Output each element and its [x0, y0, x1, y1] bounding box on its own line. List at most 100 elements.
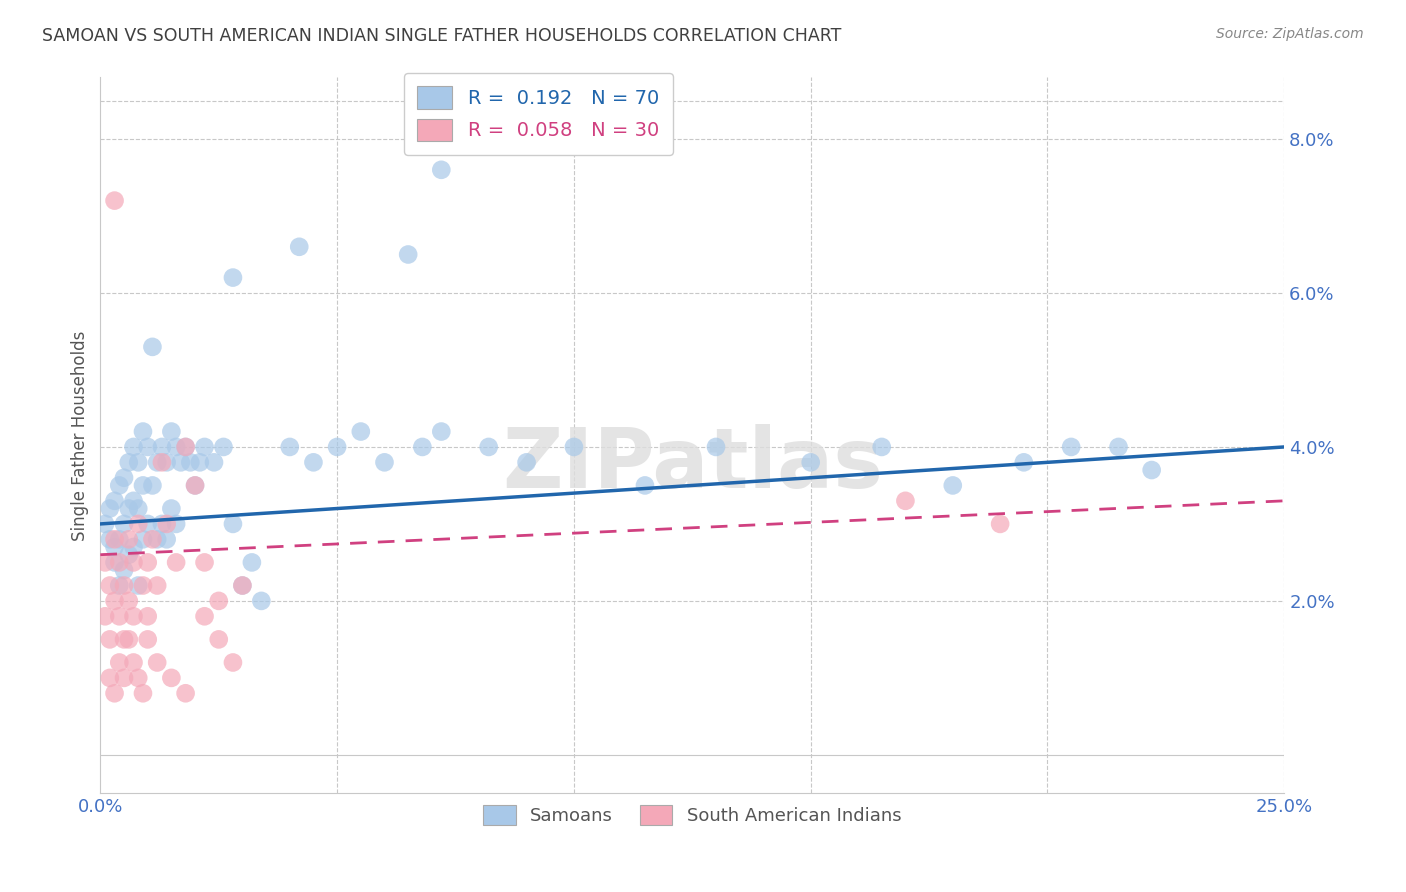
Point: [103, 533, 125, 547]
Point: [326, 440, 349, 454]
Point: [118, 548, 141, 562]
Point: [278, 440, 301, 454]
Text: SAMOAN VS SOUTH AMERICAN INDIAN SINGLE FATHER HOUSEHOLDS CORRELATION CHART: SAMOAN VS SOUTH AMERICAN INDIAN SINGLE F…: [42, 27, 842, 45]
Point: [1108, 440, 1130, 454]
Point: [118, 533, 141, 547]
Point: [94, 609, 117, 624]
Point: [165, 516, 187, 531]
Point: [240, 556, 263, 570]
Point: [98, 632, 121, 647]
Point: [411, 440, 433, 454]
Point: [160, 425, 183, 439]
Point: [103, 556, 125, 570]
Point: [122, 493, 145, 508]
Point: [222, 270, 245, 285]
Point: [132, 425, 155, 439]
Point: [98, 533, 121, 547]
Point: [396, 247, 419, 261]
Point: [112, 471, 135, 485]
Point: [193, 440, 215, 454]
Point: [174, 686, 197, 700]
Point: [112, 563, 135, 577]
Point: [302, 455, 325, 469]
Point: [103, 686, 125, 700]
Point: [800, 455, 823, 469]
Point: [156, 516, 179, 531]
Point: [208, 594, 231, 608]
Point: [132, 686, 155, 700]
Point: [136, 440, 159, 454]
Point: [165, 440, 187, 454]
Point: [141, 478, 163, 492]
Point: [127, 516, 149, 531]
Point: [98, 501, 121, 516]
Point: [98, 671, 121, 685]
Point: [122, 556, 145, 570]
Point: [136, 609, 159, 624]
Point: [1060, 440, 1083, 454]
Point: [132, 533, 155, 547]
Point: [136, 632, 159, 647]
Point: [942, 478, 965, 492]
Point: [94, 556, 117, 570]
Point: [122, 609, 145, 624]
Point: [156, 455, 179, 469]
Point: [132, 578, 155, 592]
Point: [108, 656, 131, 670]
Point: [516, 455, 538, 469]
Point: [634, 478, 657, 492]
Point: [118, 594, 141, 608]
Point: [103, 594, 125, 608]
Text: Source: ZipAtlas.com: Source: ZipAtlas.com: [1216, 27, 1364, 41]
Point: [108, 556, 131, 570]
Point: [156, 533, 179, 547]
Point: [184, 478, 207, 492]
Point: [150, 455, 173, 469]
Point: [132, 478, 155, 492]
Point: [222, 516, 245, 531]
Point: [231, 578, 253, 592]
Point: [118, 632, 141, 647]
Point: [160, 501, 183, 516]
Point: [1012, 455, 1035, 469]
Point: [160, 671, 183, 685]
Point: [288, 240, 311, 254]
Point: [118, 455, 141, 469]
Text: ZIPatlas: ZIPatlas: [502, 424, 883, 505]
Point: [212, 440, 235, 454]
Point: [103, 493, 125, 508]
Point: [165, 556, 187, 570]
Point: [103, 194, 125, 208]
Point: [222, 656, 245, 670]
Point: [127, 578, 149, 592]
Point: [136, 516, 159, 531]
Point: [704, 440, 727, 454]
Point: [1140, 463, 1163, 477]
Point: [430, 162, 453, 177]
Point: [179, 455, 201, 469]
Point: [122, 540, 145, 554]
Point: [108, 478, 131, 492]
Point: [103, 540, 125, 554]
Point: [174, 440, 197, 454]
Point: [127, 455, 149, 469]
Point: [127, 501, 149, 516]
Point: [988, 516, 1011, 531]
Point: [122, 440, 145, 454]
Point: [562, 440, 585, 454]
Point: [193, 556, 215, 570]
Point: [108, 609, 131, 624]
Point: [108, 578, 131, 592]
Point: [150, 516, 173, 531]
Point: [112, 671, 135, 685]
Point: [146, 578, 169, 592]
Point: [112, 632, 135, 647]
Point: [122, 656, 145, 670]
Point: [202, 455, 225, 469]
Point: [141, 340, 163, 354]
Point: [141, 533, 163, 547]
Point: [174, 440, 197, 454]
Point: [350, 425, 373, 439]
Point: [127, 671, 149, 685]
Point: [430, 425, 453, 439]
